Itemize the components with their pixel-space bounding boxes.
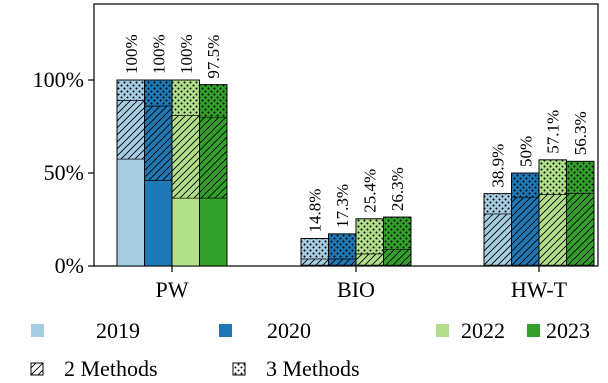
bar-pattern-hw-t-2022-three (539, 159, 567, 195)
bar-outline-bio-2023 (383, 216, 412, 267)
legend-swatch-2023 (527, 324, 540, 337)
bar-pattern-hw-t-2020-three (511, 173, 539, 198)
bar-outline-pw-2023 (199, 84, 228, 267)
y-axis: 0% 50% 100% (33, 67, 94, 278)
data-label-pw-2020: 100% (149, 34, 168, 74)
x-tick-label-bio: BIO (337, 277, 375, 302)
bar-pattern-hw-t-2020-two (511, 197, 539, 266)
bar-pattern-bio-2022-two (356, 253, 384, 266)
data-label-pw-2019: 100% (122, 34, 141, 74)
legend-label-2022: 2022 (461, 318, 505, 343)
bar-pattern-hw-t-2022-two (539, 194, 567, 266)
bar-segment-pw-2019-one (116, 158, 145, 267)
legend-label-3-methods: 3 Methods (266, 356, 360, 381)
data-labels: 100% 100% 100% 97.5% 14.8% 17.3% 25.4% 26.3% 38.… (122, 34, 591, 232)
bar-pattern-bio-2020-three (328, 233, 356, 259)
legend-swatch-2019 (31, 324, 44, 337)
bar-pattern-hw-t-2023-three (566, 161, 594, 194)
bar-pattern-hw-t-2023-two (566, 193, 594, 266)
data-label-bio-2022: 25.4% (361, 169, 380, 213)
bar-pattern-pw-2022-three (172, 80, 200, 116)
data-label-bio-2020: 17.3% (333, 184, 352, 228)
bar-pattern-hw-t-2019-two (484, 213, 512, 266)
bar-segment-pw-2023-one (199, 197, 228, 267)
y-tick-label: 50% (44, 160, 84, 185)
x-tick-label-hw-t: HW-T (511, 277, 568, 302)
bar-pattern-bio-2019-two (301, 258, 329, 266)
legend-swatch-3-methods (232, 362, 246, 376)
data-label-hw-t-2023: 56.3% (571, 111, 590, 155)
x-tick-label-pw: PW (156, 277, 189, 302)
legend-swatch-2020 (219, 324, 232, 337)
bar-pattern-hw-t-2019-three (484, 193, 512, 214)
data-label-pw-2023: 97.5% (204, 35, 223, 79)
bar-segment-pw-2020-one (144, 180, 173, 267)
bar-pattern-bio-2022-three (356, 218, 384, 254)
legend-label-2020: 2020 (267, 318, 311, 343)
data-label-bio-2023: 26.3% (388, 167, 407, 211)
data-label-pw-2022: 100% (177, 34, 196, 74)
bar-pattern-bio-2023-three (383, 217, 411, 250)
legend: 2019 2020 2022 2023 2 Methods 3 Methods (30, 318, 590, 381)
bar-pattern-pw-2023-two (199, 117, 227, 199)
bars (116, 79, 595, 267)
bar-pattern-pw-2020-three (144, 80, 172, 107)
data-label-hw-t-2019: 38.9% (489, 144, 508, 188)
bar-pattern-pw-2019-three (117, 80, 145, 101)
y-tick-label: 0% (55, 253, 84, 278)
bar-outline-hw-t-2023 (566, 160, 595, 267)
bar-pattern-bio-2019-three (301, 238, 329, 259)
data-label-hw-t-2022: 57.1% (544, 110, 563, 154)
bar-pattern-pw-2022-two (172, 115, 200, 199)
legend-swatch-2022 (436, 324, 449, 337)
bar-pattern-pw-2020-two (144, 106, 172, 181)
data-label-bio-2019: 14.8% (306, 189, 325, 233)
x-axis: PW BIO HW-T (156, 266, 568, 302)
bar-pattern-bio-2023-two (383, 249, 411, 266)
data-label-hw-t-2020: 50% (516, 136, 535, 167)
bar-pattern-bio-2020-two (328, 258, 356, 266)
bar-pattern-pw-2023-three (199, 84, 227, 118)
bar-segment-pw-2022-one (171, 197, 200, 267)
y-tick-label: 100% (33, 67, 84, 92)
legend-label-2023: 2023 (546, 318, 590, 343)
legend-swatch-2-methods (30, 362, 44, 376)
bar-pattern-pw-2019-two (117, 100, 145, 160)
legend-label-2019: 2019 (96, 318, 140, 343)
legend-label-2-methods: 2 Methods (64, 356, 158, 381)
